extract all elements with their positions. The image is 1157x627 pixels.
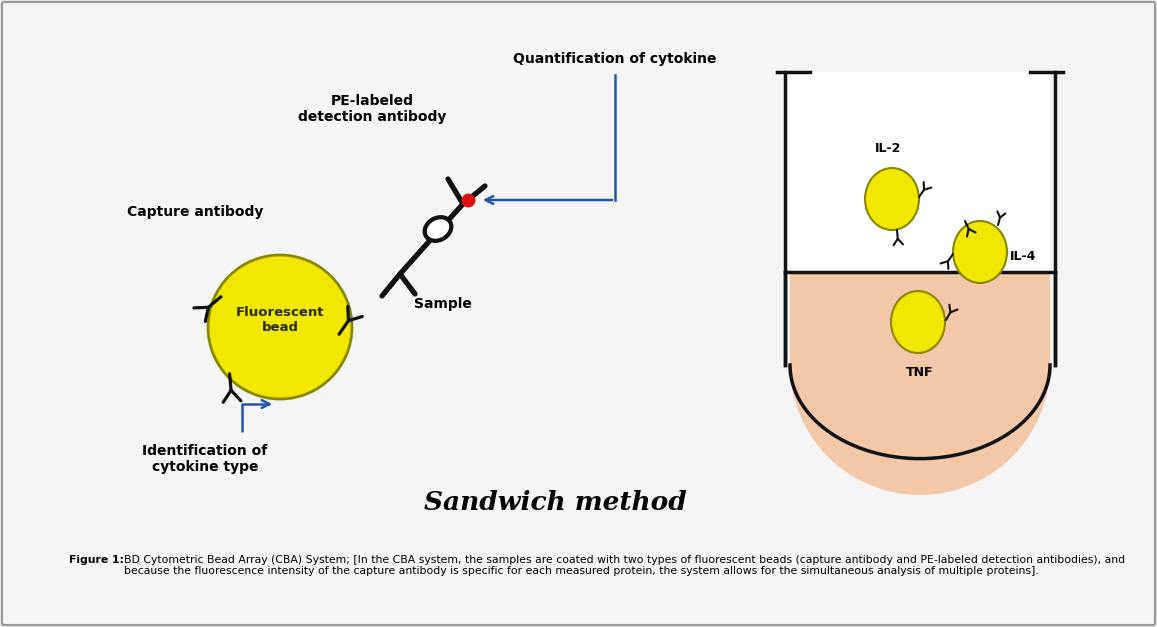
- Text: IL-2: IL-2: [875, 142, 901, 155]
- Circle shape: [208, 255, 352, 399]
- Text: PE-labeled
detection antibody: PE-labeled detection antibody: [297, 94, 447, 124]
- Text: Sandwich method: Sandwich method: [423, 490, 686, 515]
- Text: BD Cytometric Bead Array (CBA) System; [In the CBA system, the samples are coate: BD Cytometric Bead Array (CBA) System; […: [124, 555, 1125, 576]
- Ellipse shape: [865, 168, 919, 230]
- Text: Quantification of cytokine: Quantification of cytokine: [514, 52, 716, 66]
- Bar: [790, 72, 1051, 272]
- Text: IL-4: IL-4: [1010, 251, 1037, 263]
- Text: Figure 1:: Figure 1:: [69, 555, 128, 565]
- Ellipse shape: [953, 221, 1007, 283]
- Wedge shape: [790, 365, 1051, 495]
- Text: TNF: TNF: [906, 366, 934, 379]
- Ellipse shape: [425, 217, 451, 241]
- Ellipse shape: [891, 291, 945, 353]
- Bar: [790, 272, 1051, 365]
- Text: Capture antibody: Capture antibody: [127, 205, 263, 219]
- Text: Fluorescent
bead: Fluorescent bead: [236, 306, 324, 334]
- Text: Sample: Sample: [414, 297, 472, 311]
- Text: Identification of
cytokine type: Identification of cytokine type: [142, 444, 267, 474]
